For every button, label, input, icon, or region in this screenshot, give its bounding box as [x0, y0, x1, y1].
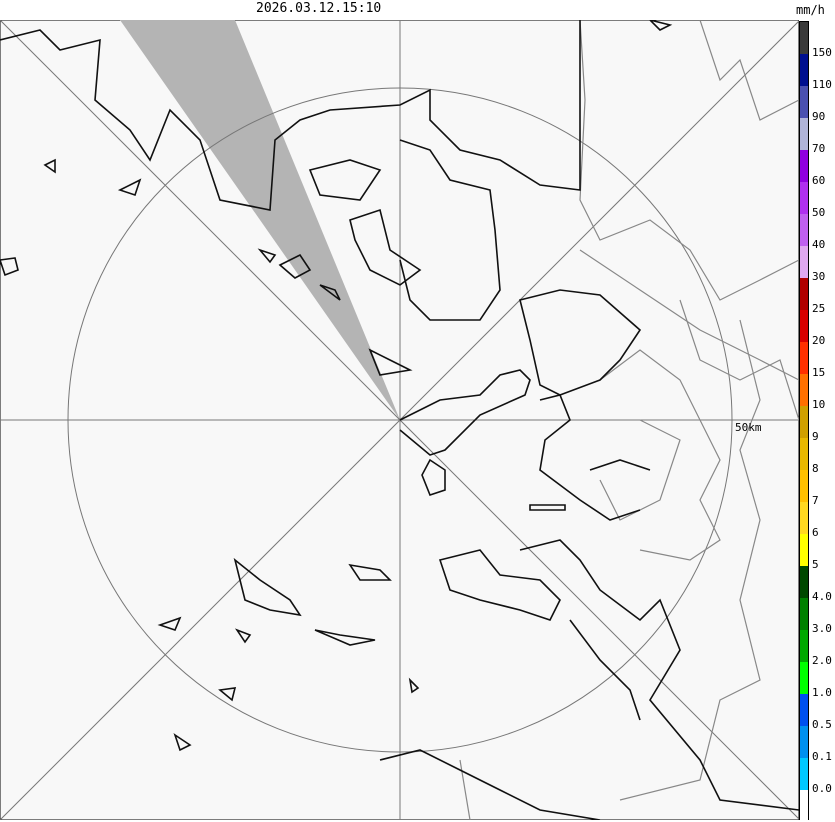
radar-map[interactable]: 50km: [0, 20, 799, 820]
legend-label: 15: [812, 366, 826, 379]
legend-swatch: [800, 278, 808, 310]
timestamp: 2026.03.12.15:10: [256, 1, 382, 16]
range-ring-label: 50km: [735, 421, 762, 434]
legend-label: 20: [812, 334, 826, 347]
color-legend: [799, 21, 809, 822]
legend-swatch: [800, 214, 808, 246]
legend-label: 0.1: [812, 750, 832, 763]
legend-swatch: [800, 54, 808, 86]
legend-swatch: [800, 502, 808, 534]
legend-label: 7: [812, 494, 819, 507]
legend-swatch: [800, 374, 808, 406]
legend-swatch: [800, 118, 808, 150]
legend-unit: mm/h: [796, 3, 825, 17]
legend-label: 90: [812, 110, 826, 123]
legend-label: 110: [812, 78, 832, 91]
legend-label: 5: [812, 558, 819, 571]
legend-swatch: [800, 438, 808, 470]
legend-label: 3.0: [812, 622, 832, 635]
legend-label: 50: [812, 206, 826, 219]
legend-label: 30: [812, 270, 826, 283]
legend-swatch: [800, 86, 808, 118]
legend-label: 2.0: [812, 654, 832, 667]
legend-swatch: [800, 598, 808, 630]
legend-label: 10: [812, 398, 826, 411]
legend-swatch: [800, 246, 808, 278]
legend-label: 6: [812, 526, 819, 539]
blocked-sector: [120, 20, 400, 420]
legend-label: 150: [812, 46, 832, 59]
legend-swatch: [800, 470, 808, 502]
legend-label: 0.5: [812, 718, 832, 731]
legend-swatch: [800, 534, 808, 566]
legend-label: 1.0: [812, 686, 832, 699]
legend-swatch: [800, 310, 808, 342]
legend-swatch: [800, 758, 808, 790]
legend-label: 0.0: [812, 782, 832, 795]
legend-swatch: [800, 630, 808, 662]
coastlines: [0, 20, 799, 820]
legend-swatch: [800, 182, 808, 214]
legend-label: 8: [812, 462, 819, 475]
legend-label: 9: [812, 430, 819, 443]
legend-label: 4.0: [812, 590, 832, 603]
legend-swatch: [800, 566, 808, 598]
legend-swatch: [800, 342, 808, 374]
legend-swatch: [800, 726, 808, 758]
legend-swatch: [800, 790, 808, 822]
legend-swatch: [800, 150, 808, 182]
legend-label: 60: [812, 174, 826, 187]
legend-label: 70: [812, 142, 826, 155]
legend-swatch: [800, 662, 808, 694]
legend-swatch: [800, 694, 808, 726]
range-ring: [67, 87, 733, 753]
legend-label: 25: [812, 302, 826, 315]
legend-swatch: [800, 22, 808, 54]
legend-swatch: [800, 406, 808, 438]
legend-label: 40: [812, 238, 826, 251]
